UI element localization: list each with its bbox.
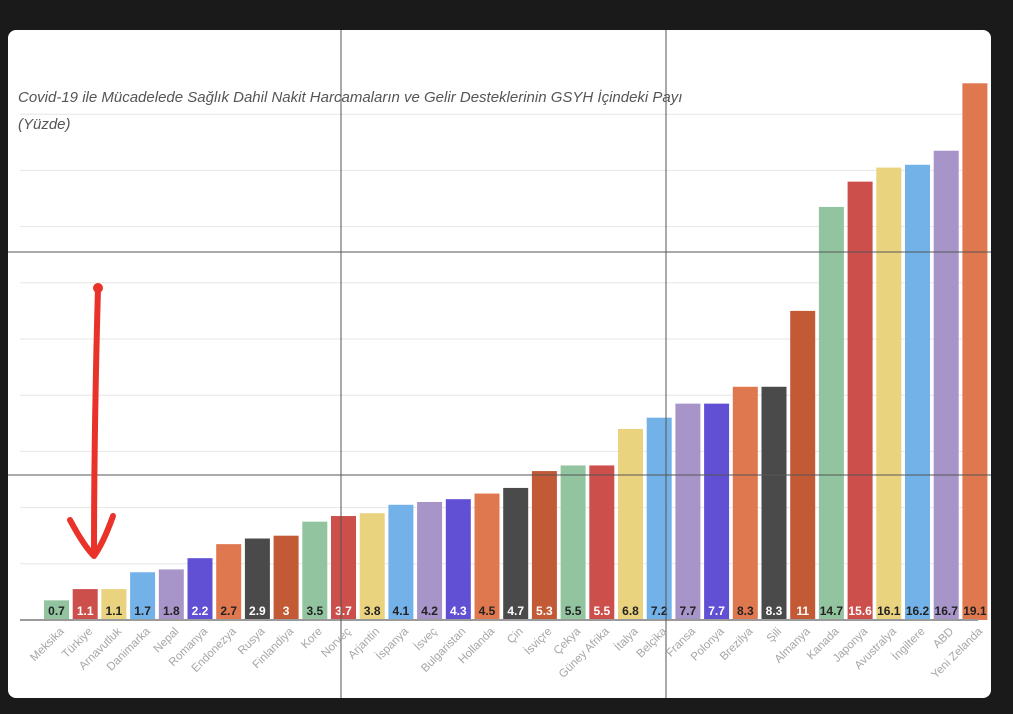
category-tick-label: Meksika [28, 625, 67, 664]
bar-value-label: 4.1 [393, 604, 410, 618]
bar-value-label: 4.3 [450, 604, 467, 618]
bar [876, 167, 902, 620]
bar-value-label: 16.7 [935, 604, 959, 618]
category-tick-label: ABD [931, 626, 956, 651]
bar [273, 535, 299, 620]
bar-value-label: 7.7 [680, 604, 697, 618]
bar-value-label: 3.5 [306, 604, 323, 618]
bar [818, 206, 844, 620]
bar [618, 428, 643, 620]
category-tick-label: İspanya [373, 625, 411, 663]
arrow-annotation [67, 283, 116, 559]
bar-value-label: 11 [796, 604, 809, 618]
bar [962, 83, 988, 621]
bar [101, 589, 127, 620]
category-tick-label: İsviçre [522, 625, 555, 658]
bar [72, 589, 98, 620]
bar-value-label: 8.3 [766, 604, 783, 618]
bar-value-label: 14.7 [820, 604, 844, 618]
bar [158, 569, 184, 620]
bar [445, 499, 471, 620]
bar [130, 572, 156, 620]
chart-card: 0.7 1.1 1.1 1.7 1.8 2.2 2.7 2.9 3 3.5 3.7 3.8 4.1 4.2… [8, 30, 991, 698]
bar-value-label: 3.7 [335, 604, 352, 618]
bar [732, 386, 758, 620]
gridlines [20, 113, 978, 565]
bar [388, 504, 414, 620]
bar [646, 417, 672, 620]
bar [474, 493, 500, 620]
bar [503, 487, 529, 620]
bar-value-label: 2.2 [192, 604, 209, 618]
bar-value-label: 19.1 [963, 604, 987, 618]
bar [244, 538, 270, 620]
bar [359, 513, 385, 620]
bar [933, 150, 959, 620]
bar-value-label: 7.2 [651, 604, 668, 618]
bar-value-label: 8.3 [737, 604, 754, 618]
bar-value-label: 15.6 [848, 604, 872, 618]
bar-value-label: 3.8 [364, 604, 381, 618]
bars: 0.7 1.1 1.1 1.7 1.8 2.2 2.7 2.9 3 3.5 3.7 3.8 4.1 4.2… [44, 83, 988, 621]
bar-value-label: 0.7 [48, 604, 65, 618]
category-tick-label: Çin [505, 626, 526, 647]
bar [331, 516, 356, 620]
category-tick-label: Kore [299, 626, 325, 652]
arrow-head [67, 513, 116, 559]
bar-value-label: 5.5 [593, 604, 610, 618]
category-tick-label: Brezilya [718, 625, 756, 663]
bar-value-label: 7.7 [708, 604, 725, 618]
bar-value-label: 1.1 [77, 604, 94, 618]
bar [531, 471, 557, 620]
bar-value-label: 16.1 [877, 604, 901, 618]
bar-value-label: 1.8 [163, 604, 180, 618]
bar-value-label: 5.5 [565, 604, 582, 618]
category-tick-label: Şili [765, 626, 784, 645]
bar-value-label: 1.1 [106, 604, 123, 618]
bar-value-label: 3 [283, 604, 290, 618]
bar [790, 310, 816, 620]
outer-grid-lines [8, 30, 991, 698]
bar [44, 600, 69, 620]
bar-value-label: 6.8 [622, 604, 639, 618]
chart-title-line1: Covid-19 ile Mücadelede Sağlık Dahil Nak… [18, 89, 682, 106]
bar [187, 558, 213, 620]
bar [560, 465, 586, 620]
bar-value-label: 4.7 [507, 604, 524, 618]
bar [761, 386, 787, 620]
bar [704, 403, 730, 620]
bar [302, 521, 328, 620]
chart-title-line2: (Yüzde) [18, 116, 71, 133]
bar [589, 465, 615, 620]
bar-value-label: 5.3 [536, 604, 553, 618]
bar [905, 164, 930, 620]
bar-value-label: 4.2 [421, 604, 438, 618]
bar-value-label: 1.7 [134, 604, 151, 618]
bar [675, 403, 701, 620]
bar [417, 501, 443, 620]
category-tick-labels: MeksikaTürkiyeArnavutlukDanimarkaNepalRo… [28, 625, 985, 682]
category-tick-label: Güney Afrika [557, 625, 612, 680]
bar-chart: 0.7 1.1 1.1 1.7 1.8 2.2 2.7 2.9 3 3.5 3.7 3.8 4.1 4.2… [8, 30, 991, 698]
category-tick-label: Yeni Zelanda [929, 625, 985, 681]
bar-value-label: 2.7 [220, 604, 237, 618]
category-tick-label: Belçika [635, 625, 670, 660]
bar-value-label: 16.2 [906, 604, 930, 618]
arrow-shaft [91, 285, 101, 558]
bar-value-label: 2.9 [249, 604, 266, 618]
bar-value-label: 4.5 [479, 604, 496, 618]
bar [216, 544, 242, 620]
bar [847, 181, 873, 620]
